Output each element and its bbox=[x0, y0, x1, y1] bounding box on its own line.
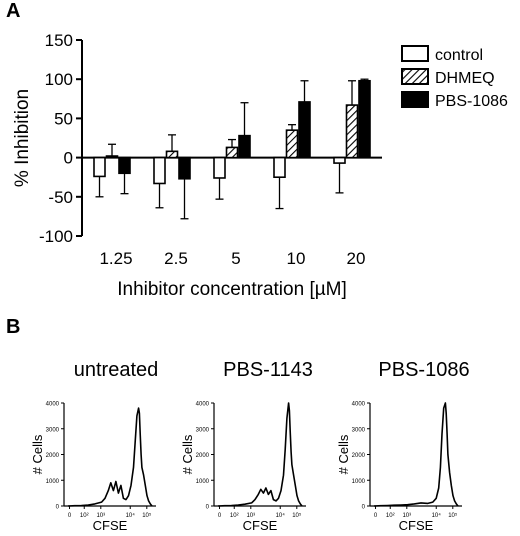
y-tick-label: 1000 bbox=[46, 479, 60, 485]
bar bbox=[238, 134, 251, 159]
bar bbox=[225, 146, 239, 159]
x-tick-label: 1.25 bbox=[99, 249, 132, 268]
legend-label: control bbox=[435, 47, 483, 64]
bar bbox=[153, 156, 166, 185]
y-tick-label: 0 bbox=[64, 149, 73, 168]
y-tick-label: 4000 bbox=[46, 402, 60, 408]
y-tick-label: -50 bbox=[48, 188, 73, 207]
histogram-curve bbox=[67, 407, 153, 507]
y-tick-label: 2000 bbox=[196, 453, 210, 459]
x-tick-label: 10² bbox=[230, 513, 239, 519]
y-tick-label: 2000 bbox=[352, 453, 366, 459]
legend-swatch bbox=[401, 45, 429, 62]
bar bbox=[178, 156, 191, 180]
y-tick-label: 100 bbox=[45, 70, 73, 89]
legend-swatch bbox=[401, 91, 429, 108]
x-tick-label: 10⁵ bbox=[448, 512, 458, 519]
bar bbox=[298, 101, 311, 159]
y-axis-title: # Cells bbox=[30, 434, 45, 474]
histogram-title: PBS-1086 bbox=[378, 359, 469, 381]
y-tick-label: 3000 bbox=[352, 427, 366, 433]
histogram-1: untreated 0 1000 2000 3000 4000 0 10² 10³ 10⁴ 10⁵ C… bbox=[30, 359, 158, 533]
bar bbox=[333, 156, 346, 164]
x-tick-label: 0 bbox=[218, 513, 222, 519]
x-axis-title: CFSE bbox=[243, 518, 278, 533]
histogram-panels: untreated 0 1000 2000 3000 4000 0 10² 10³ 10⁴ 10⁵ C… bbox=[30, 359, 470, 533]
panel-b-label: B bbox=[6, 316, 21, 338]
y-tick-label: 1000 bbox=[196, 479, 210, 485]
legend-label: DHMEQ bbox=[435, 70, 495, 87]
y-tick-label: 4000 bbox=[196, 402, 210, 408]
y-tick-label: 0 bbox=[362, 505, 366, 511]
x-tick-label: 10² bbox=[80, 513, 89, 519]
y-tick-label: 1000 bbox=[352, 479, 366, 485]
x-tick-label: 10³ bbox=[246, 513, 255, 519]
x-tick-label: 10² bbox=[386, 513, 395, 519]
x-tick-label: 10⁴ bbox=[276, 512, 286, 519]
bar bbox=[93, 156, 106, 178]
x-tick-label: 10 bbox=[287, 249, 306, 268]
y-tick-label: 0 bbox=[206, 505, 210, 511]
histogram-title: PBS-1143 bbox=[223, 359, 313, 381]
panel-a-label: A bbox=[6, 0, 21, 22]
x-axis-title: CFSE bbox=[93, 518, 128, 533]
histogram-curve bbox=[217, 402, 303, 507]
x-tick-label: 5 bbox=[231, 249, 240, 268]
y-axis-title: # Cells bbox=[336, 434, 351, 474]
y-tick-label: 3000 bbox=[46, 427, 60, 433]
x-tick-label: 20 bbox=[347, 249, 366, 268]
y-tick-label: 4000 bbox=[352, 402, 366, 408]
bar-chart: -100 -50 0 50 100 150 % Inhibition 1.25 2.5 5 10 20… bbox=[12, 31, 508, 300]
y-tick-label: 0 bbox=[56, 505, 60, 511]
x-axis-title: Inhibitor concentration [µM] bbox=[117, 279, 347, 300]
y-tick-label: 150 bbox=[45, 31, 73, 50]
legend-label: PBS-1086 bbox=[435, 93, 508, 110]
bar bbox=[118, 156, 131, 175]
bar bbox=[165, 150, 179, 159]
histogram-curve bbox=[373, 402, 459, 507]
y-tick-label: 50 bbox=[54, 109, 73, 128]
x-tick-label: 10³ bbox=[96, 513, 105, 519]
x-tick-label: 10³ bbox=[402, 513, 411, 519]
x-tick-label: 10⁵ bbox=[292, 512, 302, 519]
y-tick-label: 2000 bbox=[46, 453, 60, 459]
x-axis-title: CFSE bbox=[399, 518, 434, 533]
bar bbox=[273, 156, 286, 179]
bar bbox=[345, 104, 359, 159]
legend-swatch bbox=[401, 68, 429, 85]
histogram-2: PBS-1143 0 1000 2000 3000 4000 0 10² 10³ 10⁴ 10⁵ CF… bbox=[180, 359, 313, 533]
bar bbox=[105, 155, 119, 159]
y-tick-label: 3000 bbox=[196, 427, 210, 433]
x-tick-label: 10⁵ bbox=[142, 512, 152, 519]
x-tick-label: 10⁴ bbox=[432, 512, 442, 519]
histogram-3: PBS-1086 0 1000 2000 3000 4000 0 10² 10³ 10⁴ 10⁵ CF… bbox=[336, 359, 470, 533]
bar bbox=[213, 156, 226, 179]
y-axis-title: # Cells bbox=[180, 434, 195, 474]
bar bbox=[285, 129, 299, 159]
x-tick-label: 0 bbox=[68, 513, 72, 519]
y-axis-title: % Inhibition bbox=[12, 89, 33, 187]
histogram-title: untreated bbox=[74, 359, 159, 381]
x-tick-label: 0 bbox=[374, 513, 378, 519]
bar bbox=[358, 79, 371, 159]
x-tick-label: 10⁴ bbox=[126, 512, 136, 519]
x-tick-label: 2.5 bbox=[164, 249, 188, 268]
y-tick-label: -100 bbox=[39, 227, 73, 246]
